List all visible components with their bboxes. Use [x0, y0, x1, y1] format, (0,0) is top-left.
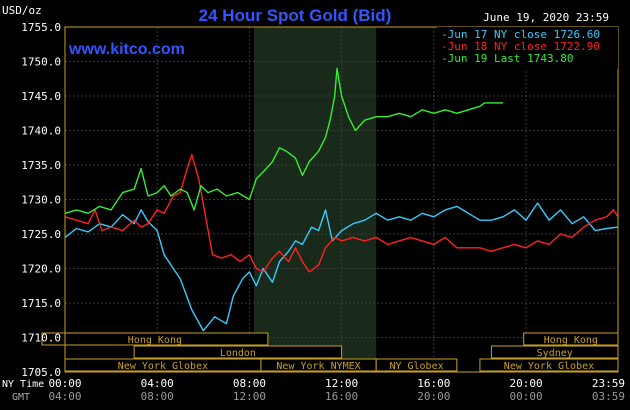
market-session-label: New York NYMEX [276, 361, 360, 372]
series-line-2 [64, 154, 619, 273]
x-tick-gmt: 00:00 [509, 390, 542, 403]
x-tick-gmt: 04:00 [48, 390, 81, 403]
y-tick-label: 1755.0 [21, 21, 61, 34]
legend-entry-jun19: -Jun 19 Last 1743.80 [441, 52, 573, 65]
market-session-label: New York Globex [504, 361, 594, 372]
x-tick-ny: 16:00 [417, 377, 450, 390]
x-tick-ny: 00:00 [48, 377, 81, 390]
x-tick-ny: 20:00 [509, 377, 542, 390]
y-tick-label: 1750.0 [21, 56, 61, 69]
series-line-1 [64, 202, 619, 332]
market-session-label: Hong Kong [544, 335, 598, 346]
y-tick-label: 1710.0 [21, 332, 61, 345]
y-tick-label: 1740.0 [21, 125, 61, 138]
market-session-label: Sydney [537, 348, 573, 359]
market-session-label: New York Globex [118, 361, 208, 372]
x-tick-gmt: 20:00 [417, 390, 450, 403]
legend-entry-jun17: -Jun 17 NY close 1726.60 [441, 28, 600, 41]
ny-time-row-label: NY Time [2, 379, 44, 390]
market-session-label: Hong Kong [128, 335, 182, 346]
x-tick-gmt: 12:00 [233, 390, 266, 403]
timestamp: June 19, 2020 23:59 [483, 11, 609, 24]
y-tick-label: 1730.0 [21, 194, 61, 207]
y-axis-label: USD/oz [2, 4, 42, 17]
market-session-bar [133, 345, 343, 359]
x-tick-gmt: 08:00 [141, 390, 174, 403]
legend: -Jun 17 NY close 1726.60 -Jun 18 NY clos… [441, 28, 600, 65]
x-tick-ny: 12:00 [325, 377, 358, 390]
market-session-bar [41, 332, 269, 346]
market-session-label: NY Globex [389, 361, 443, 372]
x-tick-gmt: 16:00 [325, 390, 358, 403]
y-tick-label: 1735.0 [21, 159, 61, 172]
market-session-bar [375, 358, 458, 372]
market-session-label: London [220, 348, 256, 359]
y-tick-label: 1725.0 [21, 228, 61, 241]
y-tick-label: 1705.0 [21, 366, 61, 379]
y-tick-label: 1745.0 [21, 90, 61, 103]
watermark-url: www.kitco.com [68, 41, 185, 58]
gmt-row-label: GMT [12, 392, 30, 403]
y-tick-label: 1720.0 [21, 263, 61, 276]
y-tick-label: 1715.0 [21, 297, 61, 310]
legend-entry-jun18: -Jun 18 NY close 1722.90 [441, 40, 600, 53]
legend-box [437, 27, 618, 69]
chart-title: 24 Hour Spot Gold (Bid) [199, 6, 392, 25]
series-line-3 [64, 67, 503, 214]
x-tick-ny: 23:59 [592, 377, 625, 390]
x-tick-ny: 04:00 [141, 377, 174, 390]
x-tick-gmt: 03:59 [592, 390, 625, 403]
plot-frame [64, 26, 619, 373]
x-tick-ny: 08:00 [233, 377, 266, 390]
